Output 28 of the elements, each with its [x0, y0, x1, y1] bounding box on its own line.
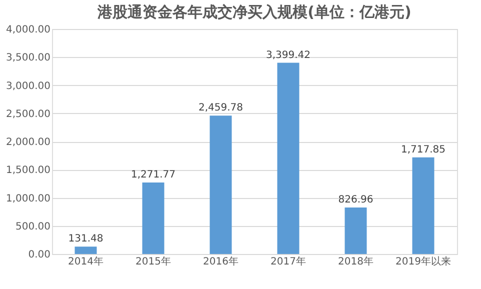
bar [412, 157, 434, 254]
data-label: 3,399.42 [266, 50, 311, 61]
y-tick-label: 2,000.00 [6, 137, 50, 148]
chart-title: 港股通资金各年成交净买入规模(单位：亿港元) [96, 3, 412, 21]
x-tick-label: 2017年 [270, 256, 306, 268]
y-tick-label: 500.00 [16, 221, 50, 232]
data-label: 131.48 [68, 234, 104, 245]
y-tick-label: 4,000.00 [6, 24, 50, 36]
y-tick-label: 1,000.00 [6, 193, 50, 204]
y-tick-label: 2,500.00 [6, 108, 50, 120]
x-tick-label: 2016年 [203, 256, 238, 268]
y-tick-label: 3,500.00 [6, 52, 50, 64]
x-tick-label: 2019年以来 [396, 256, 451, 268]
y-tick-label: 1,500.00 [6, 165, 50, 176]
bar [344, 207, 367, 254]
data-label: 826.96 [338, 194, 374, 206]
bar [74, 246, 97, 254]
x-tick-label: 2014年 [68, 256, 104, 268]
data-label: 1,271.77 [130, 169, 176, 180]
data-label: 1,717.85 [400, 144, 446, 156]
y-tick-label: 0.00 [28, 250, 50, 260]
data-label: 2,459.78 [198, 102, 244, 114]
x-tick-label: 2018年 [338, 256, 374, 268]
bar [142, 182, 164, 254]
y-tick-label: 3,000.00 [6, 80, 50, 92]
bar [210, 116, 232, 254]
bar [277, 62, 300, 254]
x-tick-label: 2015年 [136, 256, 171, 268]
